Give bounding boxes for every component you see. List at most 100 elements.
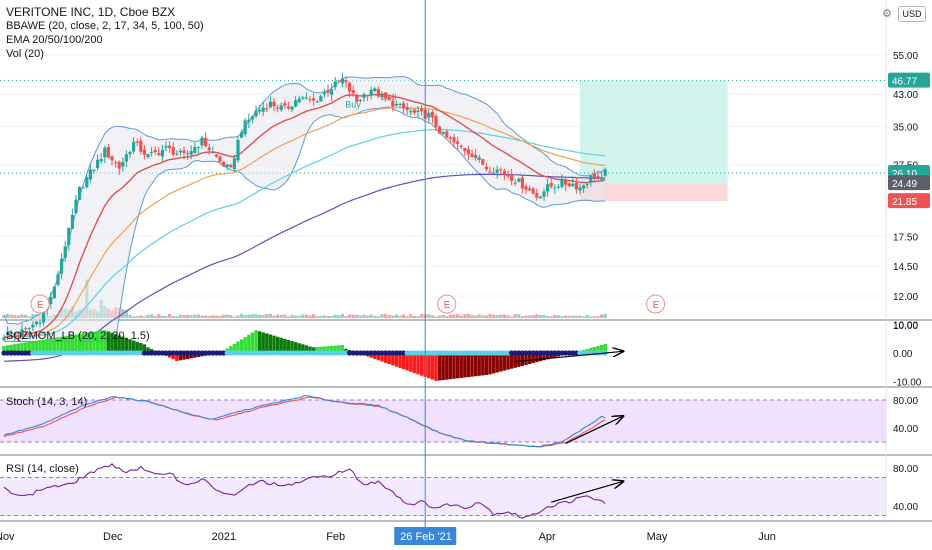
candle-body: [589, 175, 593, 182]
squeeze-dot: [509, 350, 515, 356]
candle-body: [582, 185, 586, 189]
squeeze-dot: [267, 350, 273, 356]
volume-bar: [276, 314, 280, 318]
symbol-title[interactable]: VERITONE INC, 1D, Cboe BZX: [6, 5, 176, 19]
squeeze-dot: [296, 350, 302, 356]
volume-bar: [164, 316, 168, 318]
candle-body: [168, 145, 172, 149]
squeeze-momentum-bar: [95, 331, 100, 353]
candle-body: [517, 178, 521, 182]
squeeze-momentum-bar: [502, 353, 507, 371]
volume-bar: [452, 314, 456, 318]
squeeze-dot: [368, 350, 374, 356]
squeeze-dot: [530, 350, 536, 356]
squeeze-dot: [401, 350, 407, 356]
squeeze-momentum-bar: [517, 353, 521, 367]
squeeze-dot: [336, 350, 342, 356]
squeeze-momentum-bar: [247, 334, 251, 353]
candle-body: [214, 154, 218, 157]
volume-bar: [574, 315, 578, 318]
squeeze-momentum-bar: [445, 353, 449, 380]
candle-body: [106, 147, 110, 158]
volume-bar: [139, 315, 143, 318]
settings-icon[interactable]: ⚙: [882, 8, 892, 20]
candle-body: [258, 109, 262, 112]
candle-body: [290, 106, 294, 110]
volume-bar: [250, 314, 254, 318]
volume-bar: [517, 314, 521, 318]
squeeze-dot: [167, 350, 173, 356]
volume-bar: [542, 314, 546, 318]
bbawe-legend[interactable]: BBAWE (20, close, 2, 17, 34, 5, 100, 50): [6, 20, 204, 32]
volume-bar: [502, 314, 506, 318]
candle-body: [250, 116, 254, 120]
squeeze-momentum-bar: [254, 330, 258, 353]
squeeze-dot: [386, 350, 392, 356]
volume-bar: [531, 315, 535, 318]
squeeze-dot: [264, 350, 270, 356]
squeeze-dot: [552, 350, 558, 356]
squeeze-momentum-bar: [326, 346, 330, 353]
candle-body: [502, 170, 506, 174]
rsi-axis-tick: 40.00: [893, 502, 918, 513]
currency-button[interactable]: USD: [898, 6, 926, 22]
stoch-legend[interactable]: Stoch (14, 3, 14): [6, 396, 88, 408]
volume-bar: [394, 314, 398, 318]
volume-bar: [247, 314, 251, 318]
candle-body: [398, 103, 402, 105]
squeeze-dot: [116, 350, 122, 356]
candle-body: [355, 95, 359, 102]
volume-bar: [405, 316, 409, 318]
squeeze-momentum-bar: [131, 340, 136, 353]
squeeze-dot: [501, 350, 507, 356]
squeeze-momentum-bar: [272, 335, 276, 353]
squeeze-dot: [44, 350, 50, 356]
volume-bar: [193, 314, 197, 318]
squeeze-dot: [62, 350, 68, 356]
squeeze-momentum-bar: [77, 333, 82, 353]
volume-bar: [243, 314, 247, 318]
squeeze-dot: [224, 350, 230, 356]
squeeze-momentum-bar: [538, 353, 543, 362]
sqz-legend[interactable]: SQZMOM_LB (20, 2, 20, 1.5): [6, 330, 150, 342]
main-legend: VERITONE INC, 1D, Cboe BZX BBAWE (20, cl…: [6, 5, 204, 61]
candle-body: [463, 148, 467, 152]
squeeze-dot: [419, 350, 425, 356]
squeeze-momentum-bar: [189, 353, 193, 359]
volume-bar: [308, 315, 312, 318]
volume-bar: [596, 316, 600, 318]
squeeze-dot: [109, 350, 115, 356]
volume-bar: [448, 314, 452, 318]
squeeze-dot: [577, 350, 583, 356]
squeeze-dot: [51, 350, 58, 356]
squeeze-dot: [343, 350, 349, 356]
volume-bar: [538, 314, 542, 318]
candle-body: [470, 153, 474, 157]
candle-body: [135, 141, 139, 143]
rsi-legend[interactable]: RSI (14, close): [6, 463, 79, 475]
volume-bar: [128, 314, 132, 318]
volume-bar: [484, 315, 488, 318]
candle-body: [88, 169, 92, 180]
volume-legend[interactable]: Vol (20): [6, 48, 44, 60]
candle-body: [456, 141, 460, 144]
squeeze-momentum-bar: [409, 353, 413, 372]
candle-body: [121, 161, 125, 167]
candle-body: [85, 177, 89, 188]
candle-body: [430, 112, 434, 118]
x-axis-tick: 2021: [212, 531, 236, 543]
volume-bar: [232, 316, 236, 318]
ema-legend[interactable]: EMA 20/50/100/200: [6, 34, 103, 46]
squeeze-momentum-bar: [70, 335, 75, 353]
volume-bar: [412, 315, 416, 318]
squeeze-dot: [235, 350, 241, 356]
squeeze-dot: [357, 350, 363, 356]
earnings-event-marker: [437, 294, 457, 314]
volume-bar: [344, 315, 348, 318]
squeeze-dot: [455, 350, 461, 356]
squeeze-dot: [563, 350, 569, 356]
price-badge-label: 21.85: [892, 197, 917, 208]
candle-body: [344, 80, 348, 83]
squeeze-momentum-bar: [52, 337, 57, 353]
squeeze-dot: [8, 350, 14, 356]
